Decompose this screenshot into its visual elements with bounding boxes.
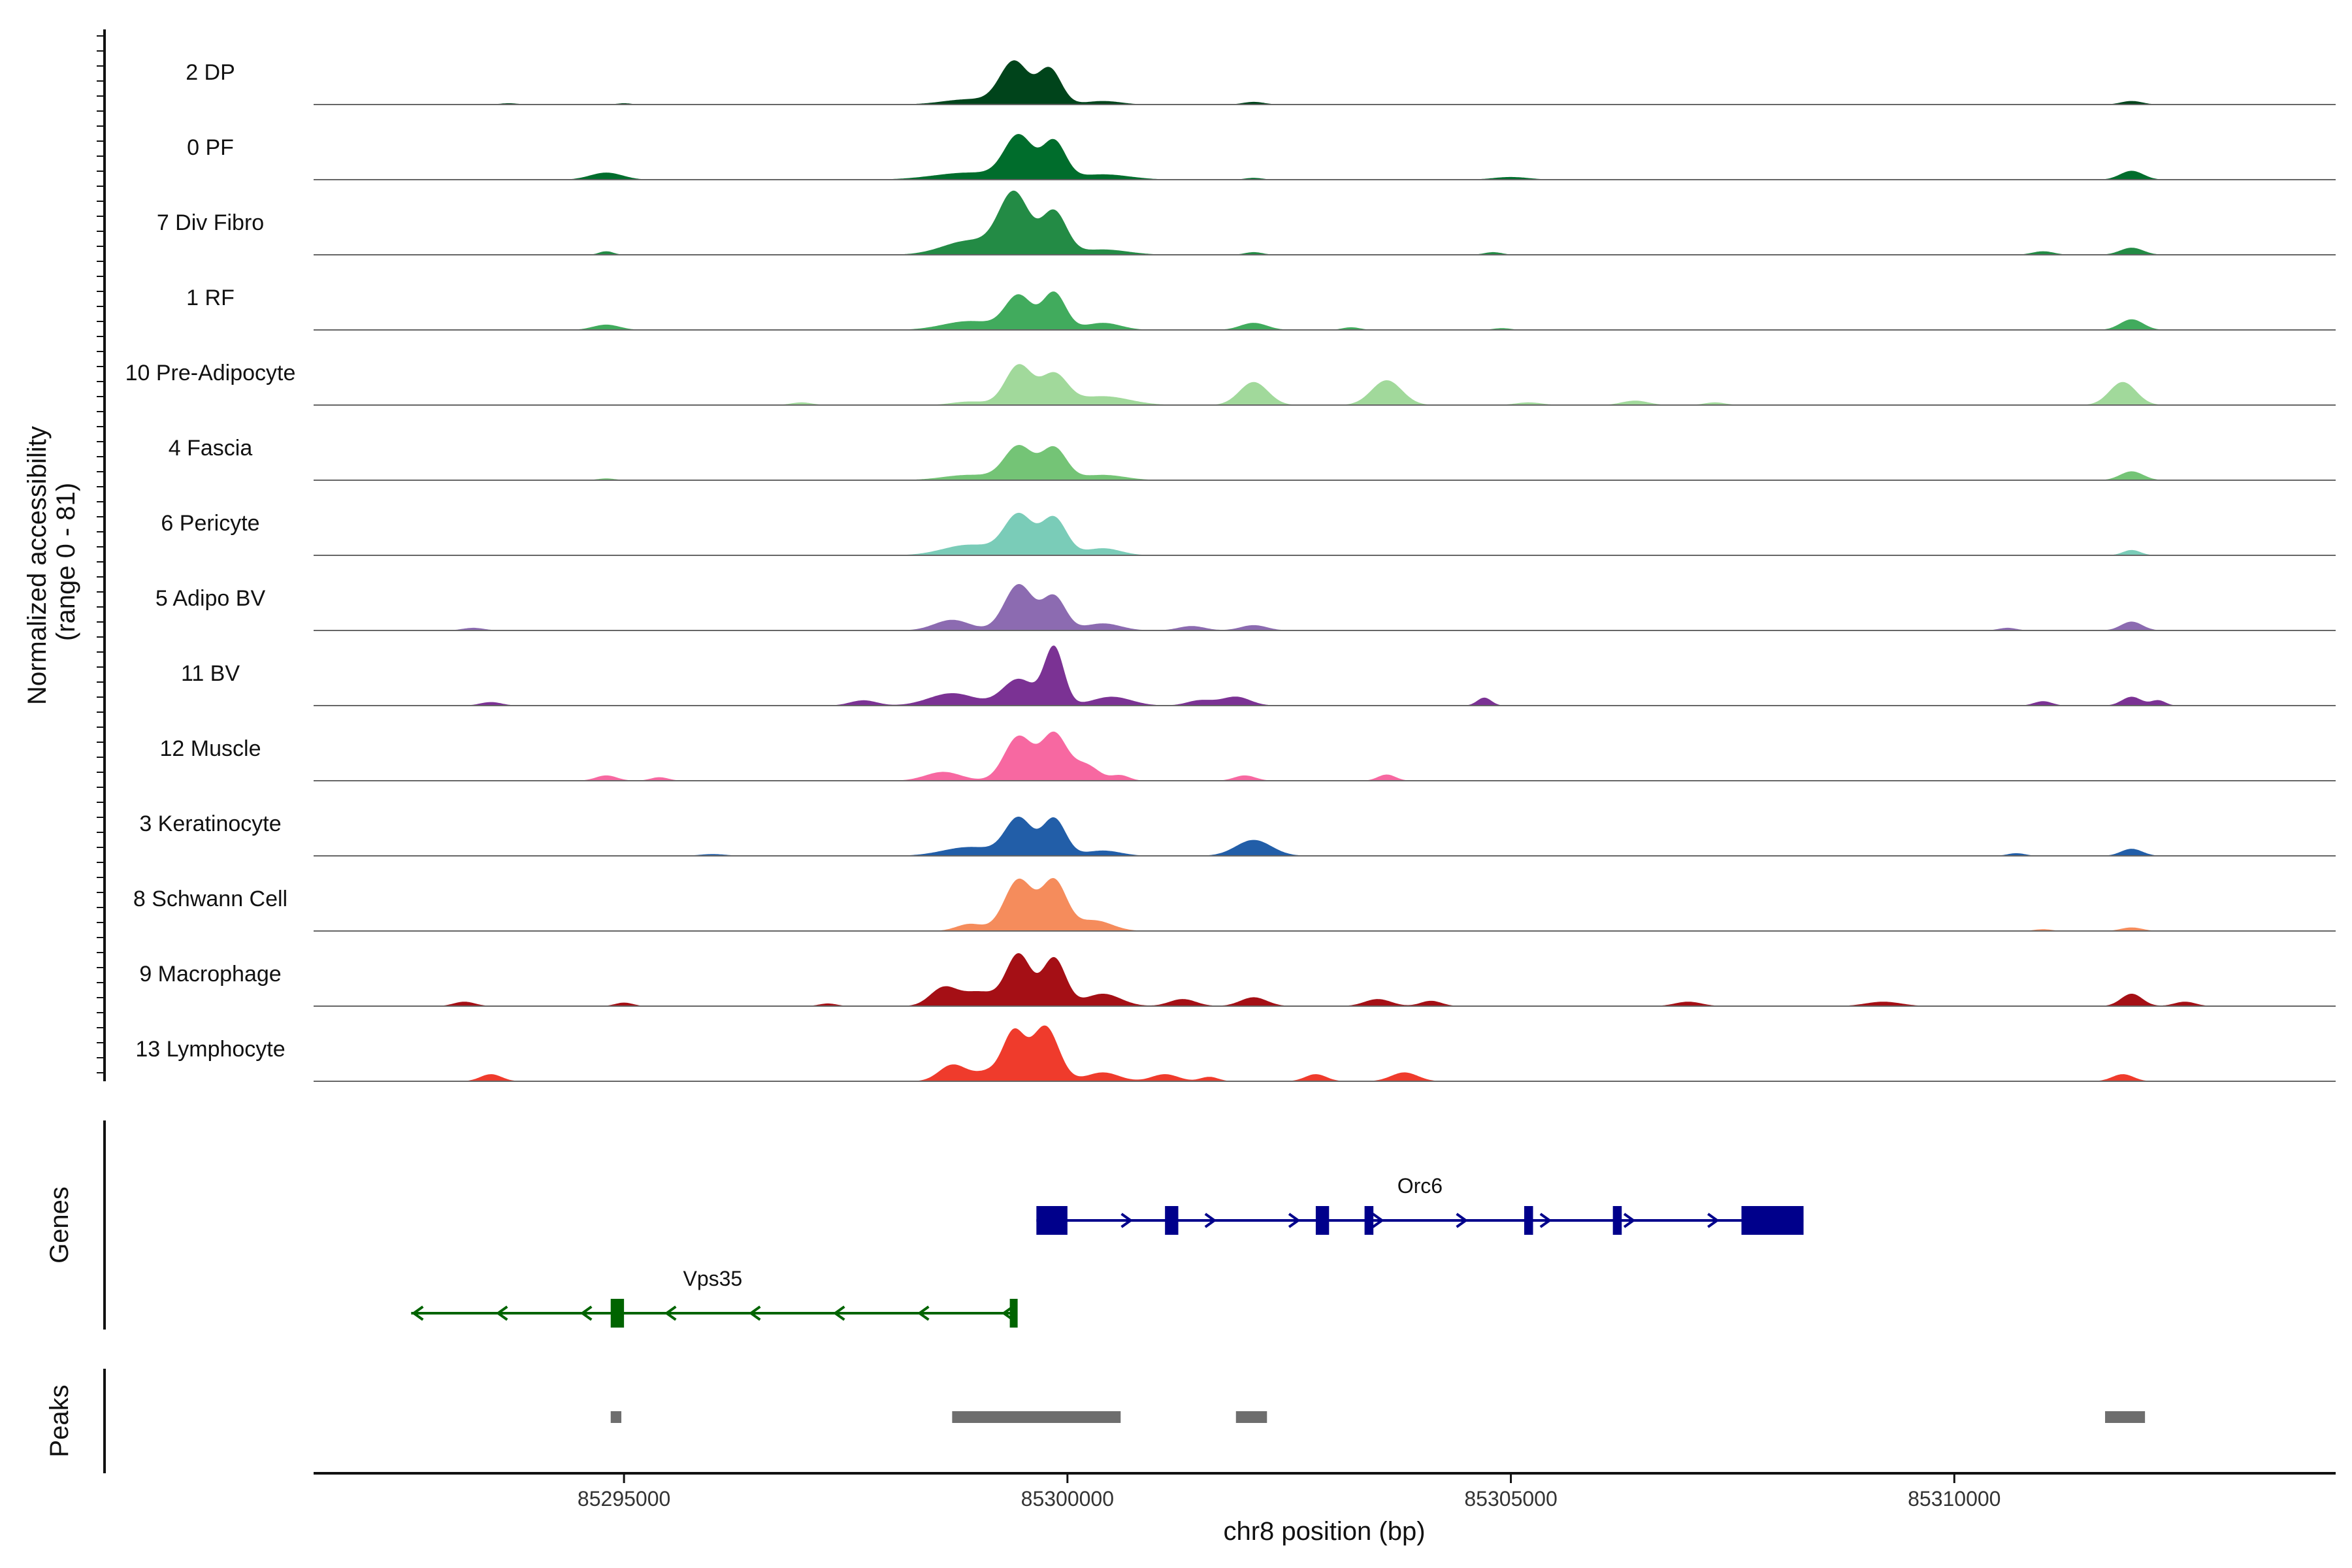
x-tick-label: 85300000	[1021, 1487, 1114, 1511]
peaks-track	[610, 1411, 2146, 1423]
track-5: 4 Fascia	[169, 436, 2336, 481]
gene-label: Orc6	[1397, 1174, 1443, 1198]
strand-arrow	[1204, 1213, 1217, 1228]
track-label: 8 Schwann Cell	[133, 887, 287, 911]
coverage-area	[314, 445, 2336, 480]
strand-arrow	[495, 1305, 508, 1321]
track-label: 9 Macrophage	[139, 962, 281, 987]
peaks-panel-label: Peaks	[45, 1384, 74, 1457]
track-label: 1 RF	[186, 286, 235, 310]
track-label: 7 Div Fibro	[157, 210, 264, 235]
track-4: 10 Pre-Adipocyte	[125, 361, 2336, 406]
exon	[1009, 1299, 1018, 1328]
strand-arrow	[1288, 1213, 1301, 1228]
strand-arrow	[748, 1305, 761, 1321]
coverage-area	[314, 512, 2336, 555]
track-2: 7 Div Fibro	[157, 190, 2336, 255]
strand-arrow	[917, 1305, 930, 1321]
coverage-area	[314, 190, 2336, 255]
strand-arrow	[1456, 1213, 1468, 1228]
peak-region	[610, 1411, 622, 1423]
coverage-area	[314, 953, 2336, 1006]
strand-arrow	[1539, 1213, 1552, 1228]
exon	[1741, 1206, 1804, 1235]
coverage-area	[314, 60, 2336, 105]
track-10: 3 Keratinocyte	[139, 811, 2336, 857]
strand-arrow	[411, 1305, 424, 1321]
strand-arrow	[832, 1305, 845, 1321]
x-axis-ticks: 85295000 85300000 85305000 85310000	[578, 1473, 2001, 1511]
exon	[610, 1299, 625, 1328]
strand-arrow	[664, 1305, 677, 1321]
track-9: 12 Muscle	[160, 731, 2336, 781]
coverage-area	[314, 291, 2336, 330]
track-label: 4 Fascia	[169, 436, 253, 461]
track-1: 0 PF	[187, 134, 2336, 180]
coverage-area	[314, 583, 2336, 630]
exon	[1036, 1206, 1068, 1235]
track-label: 11 BV	[181, 661, 240, 686]
strand-arrow	[1623, 1213, 1636, 1228]
gene-orc6: Orc6	[1036, 1174, 1804, 1235]
genes-track: Orc6 Vps35	[411, 1174, 1804, 1328]
gene-vps35: Vps35	[411, 1267, 1018, 1328]
coverage-area	[314, 364, 2336, 405]
coverage-area	[314, 731, 2336, 781]
exon	[1364, 1206, 1374, 1235]
track-label: 13 Lymphocyte	[135, 1037, 285, 1062]
track-7: 5 Adipo BV	[155, 583, 2336, 631]
track-13: 13 Lymphocyte	[135, 1025, 2336, 1082]
track-3: 1 RF	[186, 286, 2336, 331]
peak-region	[1235, 1411, 1267, 1423]
track-8: 11 BV	[181, 645, 2336, 706]
track-label: 5 Adipo BV	[155, 586, 266, 611]
track-label: 3 Keratinocyte	[139, 811, 281, 836]
coverage-area	[314, 134, 2336, 180]
peak-region	[952, 1411, 1121, 1423]
coverage-y-axis-ticks	[97, 35, 105, 1073]
track-label: 12 Muscle	[160, 736, 261, 761]
x-axis-title: chr8 position (bp)	[1223, 1517, 1425, 1546]
coverage-area	[314, 877, 2336, 931]
strand-arrow	[580, 1305, 593, 1321]
strand-arrow	[1120, 1213, 1134, 1228]
strand-arrow	[1372, 1213, 1384, 1228]
track-label: 6 Pericyte	[161, 511, 259, 536]
exon	[1612, 1206, 1622, 1235]
track-label: 10 Pre-Adipocyte	[125, 361, 296, 385]
coverage-area	[314, 817, 2336, 856]
exon	[1524, 1206, 1533, 1235]
y-axis-title: Normalized accessibility (range 0 - 81)	[23, 419, 80, 705]
x-tick-label: 85295000	[578, 1487, 670, 1511]
strand-arrow	[1707, 1213, 1720, 1228]
track-label: 2 DP	[186, 60, 235, 85]
track-label: 0 PF	[187, 135, 234, 160]
x-tick-label: 85305000	[1464, 1487, 1557, 1511]
track-12: 9 Macrophage	[139, 953, 2336, 1007]
exon	[1165, 1206, 1179, 1235]
coverage-tracks: 2 DP 0 PF 7 Div Fibro 1 RF 10 Pre-Adipocyte 4…	[125, 60, 2336, 1082]
track-0: 2 DP	[186, 60, 2336, 105]
exon	[1315, 1206, 1330, 1235]
track-11: 8 Schwann Cell	[133, 877, 2336, 932]
genes-panel-label: Genes	[45, 1186, 74, 1264]
coverage-area	[314, 1025, 2336, 1081]
peak-region	[2105, 1411, 2146, 1423]
gene-label: Vps35	[683, 1267, 742, 1290]
x-tick-label: 85310000	[1908, 1487, 2001, 1511]
coverage-area	[314, 645, 2336, 706]
track-6: 6 Pericyte	[161, 511, 2336, 556]
